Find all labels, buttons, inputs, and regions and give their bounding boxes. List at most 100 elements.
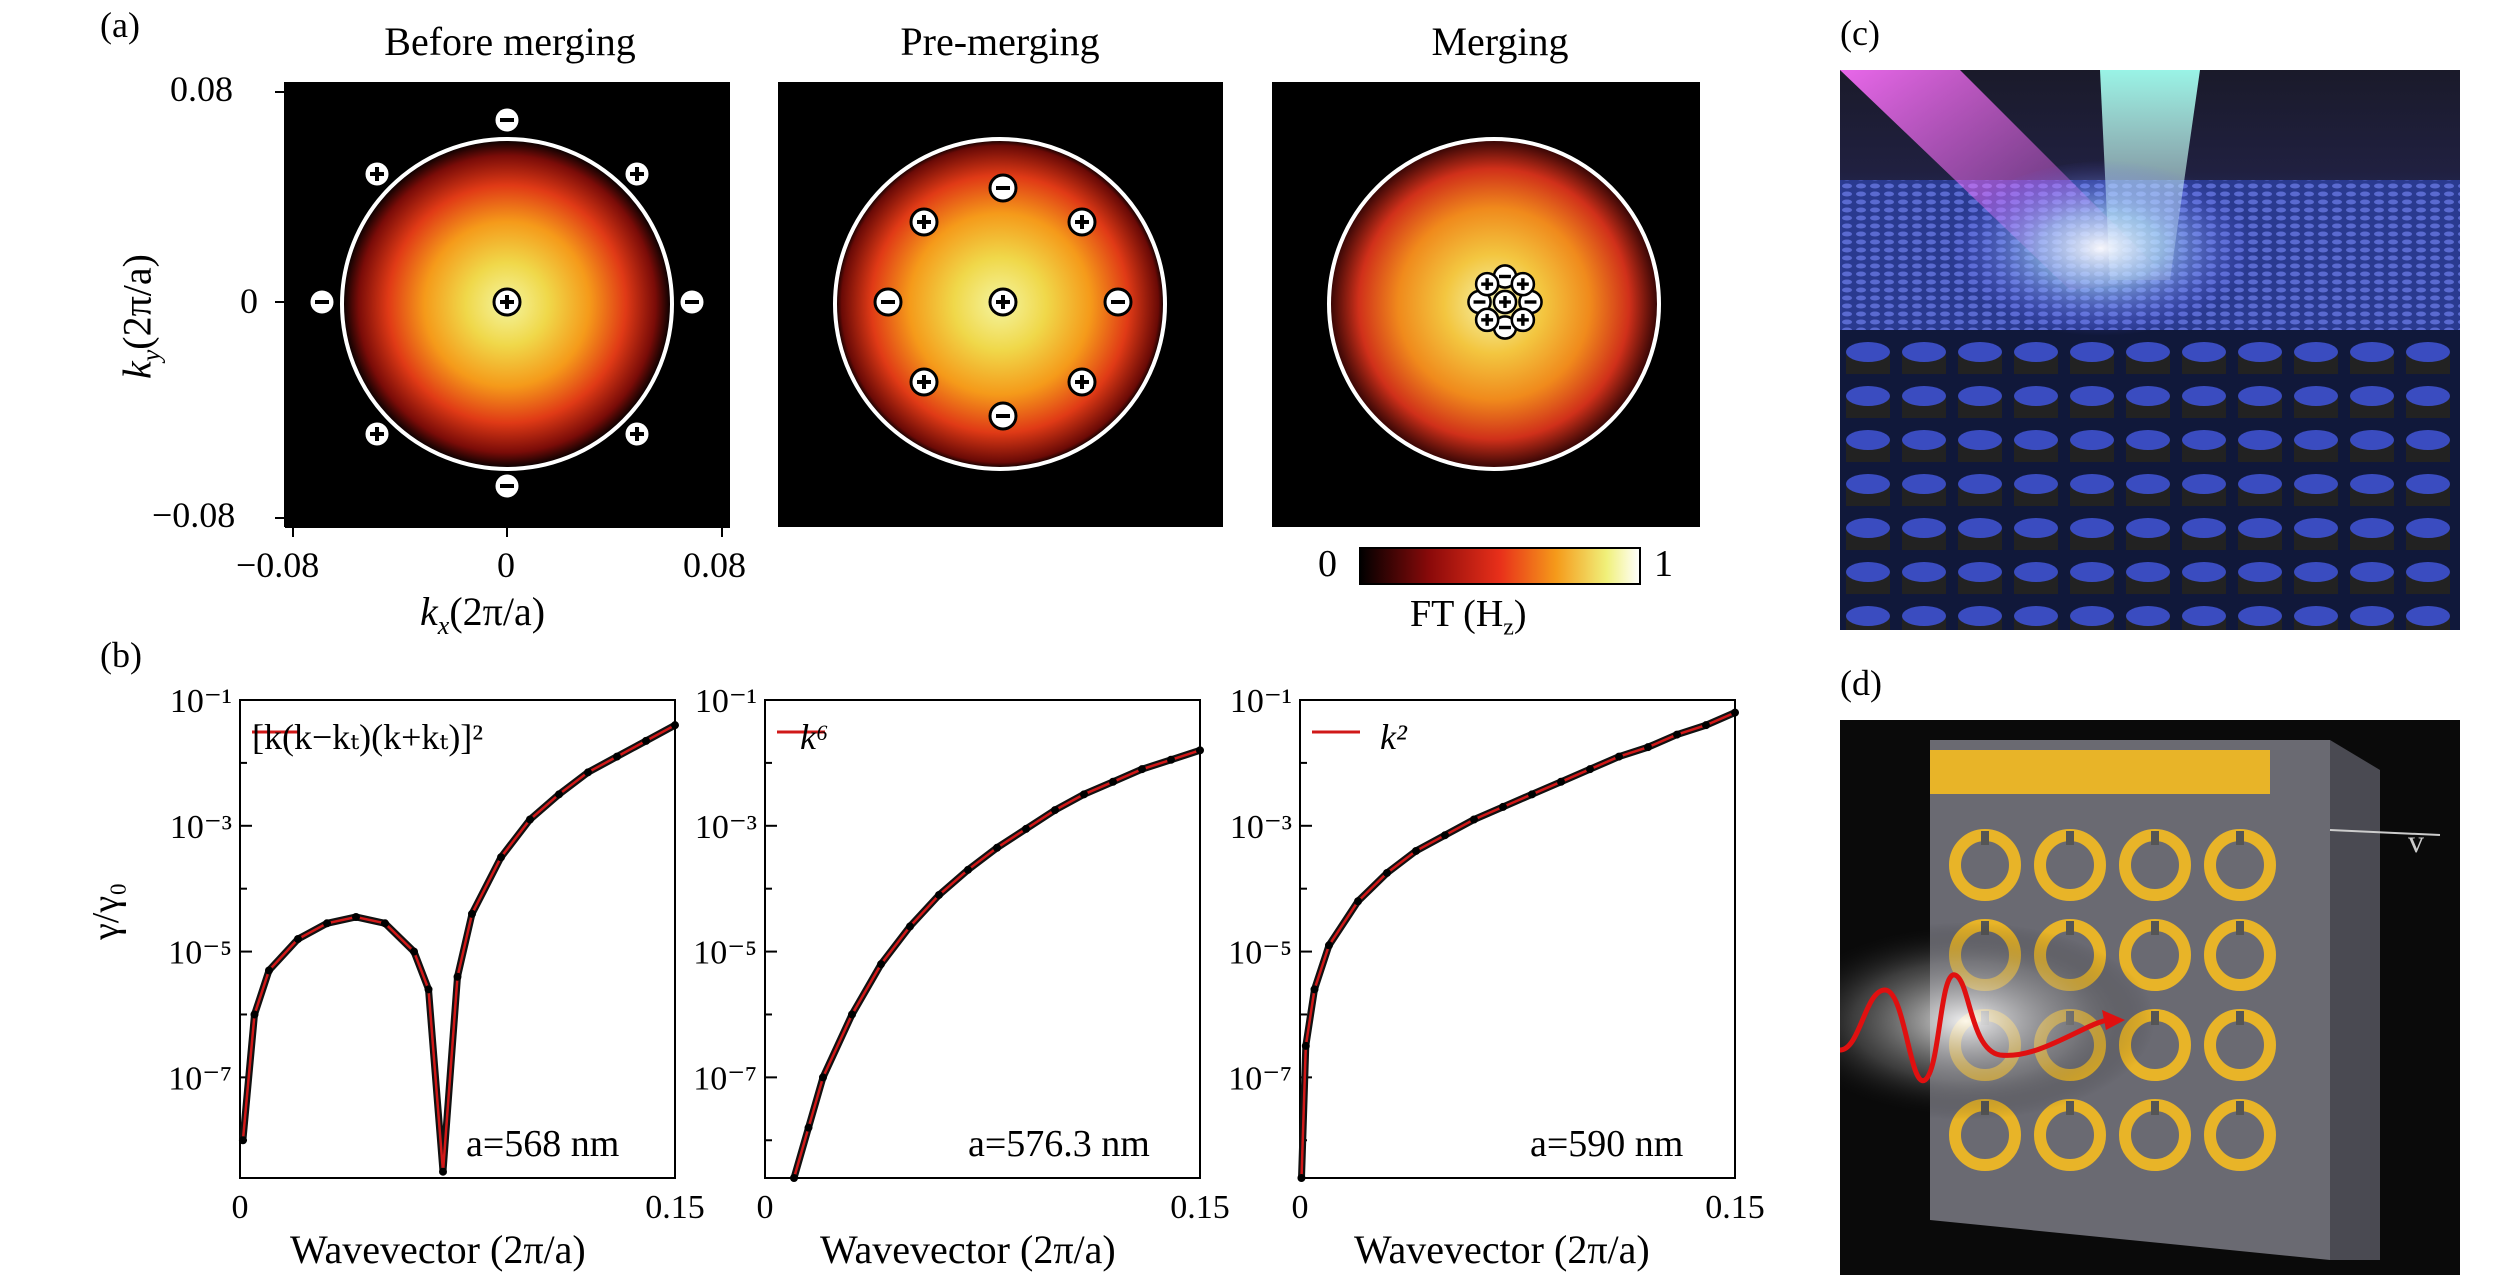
y-tick-top: 0.08 — [170, 69, 233, 109]
data-point — [352, 912, 360, 921]
colorbar-min: 0 — [1318, 543, 1337, 585]
data-point — [1731, 708, 1739, 717]
data-point — [468, 909, 476, 918]
fit-curve-1 — [241, 724, 676, 1172]
y-tick-label: 10⁻¹ — [1230, 683, 1292, 720]
data-point — [1702, 721, 1710, 730]
data-point — [424, 985, 433, 994]
legend-label-2: k⁶ — [800, 717, 829, 757]
data-point — [1615, 752, 1623, 761]
x-tick-label: 0.15 — [1705, 1189, 1765, 1226]
data-curve-2 — [790, 746, 1202, 1179]
panel-c-illustration — [1840, 70, 2460, 630]
data-point — [323, 919, 331, 928]
title-pre-merging: Pre-merging — [900, 19, 1100, 64]
data-point — [964, 865, 972, 874]
panel-label-b: (b) — [100, 635, 142, 675]
x-tick-label: 0.15 — [645, 1189, 705, 1226]
data-point — [294, 935, 302, 943]
y-tick-label: 10⁻⁷ — [693, 1060, 757, 1097]
x-tick-mid: 0 — [497, 545, 515, 585]
annotation-1: a=568 nm — [466, 1123, 620, 1165]
data-point — [877, 960, 885, 969]
chart-y-label: γ/γ₀ — [85, 882, 127, 940]
data-point — [265, 966, 273, 975]
data-point — [381, 919, 389, 928]
panel-a-heatmaps — [275, 82, 1700, 585]
y-tick-label: 10⁻⁷ — [1228, 1060, 1292, 1097]
y-tick-bottom: −0.08 — [152, 495, 236, 535]
title-merging: Merging — [1431, 19, 1569, 64]
x-tick-label: 0 — [1292, 1189, 1309, 1226]
data-point — [819, 1073, 827, 1082]
x-tick-label: 0.15 — [1170, 1189, 1230, 1226]
y-tick-label: 10⁻¹ — [170, 683, 232, 720]
data-point — [642, 736, 650, 745]
data-point — [1412, 846, 1420, 855]
x-label-1: Wavevector (2π/a) — [290, 1227, 586, 1272]
data-point — [1644, 743, 1652, 752]
annotation-3: a=590 nm — [1530, 1123, 1684, 1165]
y-tick-label: 10⁻⁵ — [1228, 935, 1292, 972]
panel-label-d: (d) — [1840, 663, 1882, 703]
panel-b-charts: 10⁻¹ 10⁻³ 10⁻⁵ 10⁻⁷ 0 0.15 10⁻¹ 10⁻³ 10⁻⁵ 10⁻⁷ 0 0.… — [168, 683, 1765, 1226]
heatmap-x-label: kx(2π/a) — [420, 589, 546, 640]
fit-curve-3 — [1300, 711, 1736, 1179]
data-point — [671, 721, 679, 730]
data-point — [1441, 831, 1449, 840]
data-point — [453, 972, 462, 981]
chart-frame-3 — [1299, 699, 1736, 1179]
data-point — [410, 947, 418, 956]
data-point — [935, 890, 943, 899]
y-tick-label: 10⁻⁵ — [693, 935, 757, 972]
panel-d-illustration: v — [1840, 720, 2460, 1275]
data-point — [1301, 1041, 1310, 1050]
data-point — [993, 843, 1001, 852]
data-point — [1354, 897, 1362, 906]
legend-label-1: [k(k−kₜ)(k+kₜ)]² — [252, 717, 484, 757]
data-point — [250, 1010, 259, 1019]
data-point — [497, 853, 505, 862]
annotation-2: a=576.3 nm — [968, 1123, 1150, 1165]
data-curve-1 — [239, 722, 677, 1172]
y-tick-mid: 0 — [240, 281, 258, 321]
data-point — [1080, 790, 1088, 799]
data-point — [1673, 730, 1681, 739]
data-point — [1022, 824, 1030, 833]
data-point — [1109, 777, 1117, 786]
colorbar-max: 1 — [1654, 543, 1673, 585]
data-point — [1586, 765, 1594, 774]
y-tick-label: 10⁻¹ — [695, 683, 757, 720]
colorbar — [1359, 547, 1641, 585]
data-point — [848, 1010, 856, 1019]
panel-label-a: (a) — [100, 5, 140, 45]
data-point — [584, 768, 592, 777]
y-tick-label: 10⁻⁵ — [168, 935, 232, 972]
data-point — [1196, 746, 1204, 755]
data-point — [804, 1123, 813, 1132]
data-curve-3 — [1298, 709, 1737, 1179]
data-point — [526, 815, 534, 824]
data-point — [906, 922, 914, 931]
data-point — [1138, 765, 1146, 774]
data-point — [1557, 777, 1565, 786]
chart-frame-2 — [764, 699, 1201, 1179]
data-point — [238, 1136, 247, 1145]
data-point — [1383, 868, 1391, 877]
title-before-merging: Before merging — [384, 19, 636, 64]
data-point — [790, 1174, 798, 1182]
x-label-3: Wavevector (2π/a) — [1354, 1227, 1650, 1272]
data-point — [1499, 802, 1507, 811]
data-point — [555, 790, 563, 799]
fit-curve-2 — [792, 749, 1201, 1179]
y-tick-label: 10⁻³ — [695, 809, 757, 846]
svg-text:v: v — [2408, 823, 2424, 859]
data-point — [439, 1167, 447, 1176]
y-tick-label: 10⁻³ — [170, 809, 232, 846]
x-tick-label: 0 — [232, 1189, 249, 1226]
legend-label-3: k² — [1380, 717, 1407, 757]
x-tick-left: −0.08 — [236, 545, 320, 585]
data-point — [1297, 1174, 1306, 1182]
y-tick-label: 10⁻³ — [1230, 809, 1292, 846]
x-tick-right: 0.08 — [683, 545, 746, 585]
